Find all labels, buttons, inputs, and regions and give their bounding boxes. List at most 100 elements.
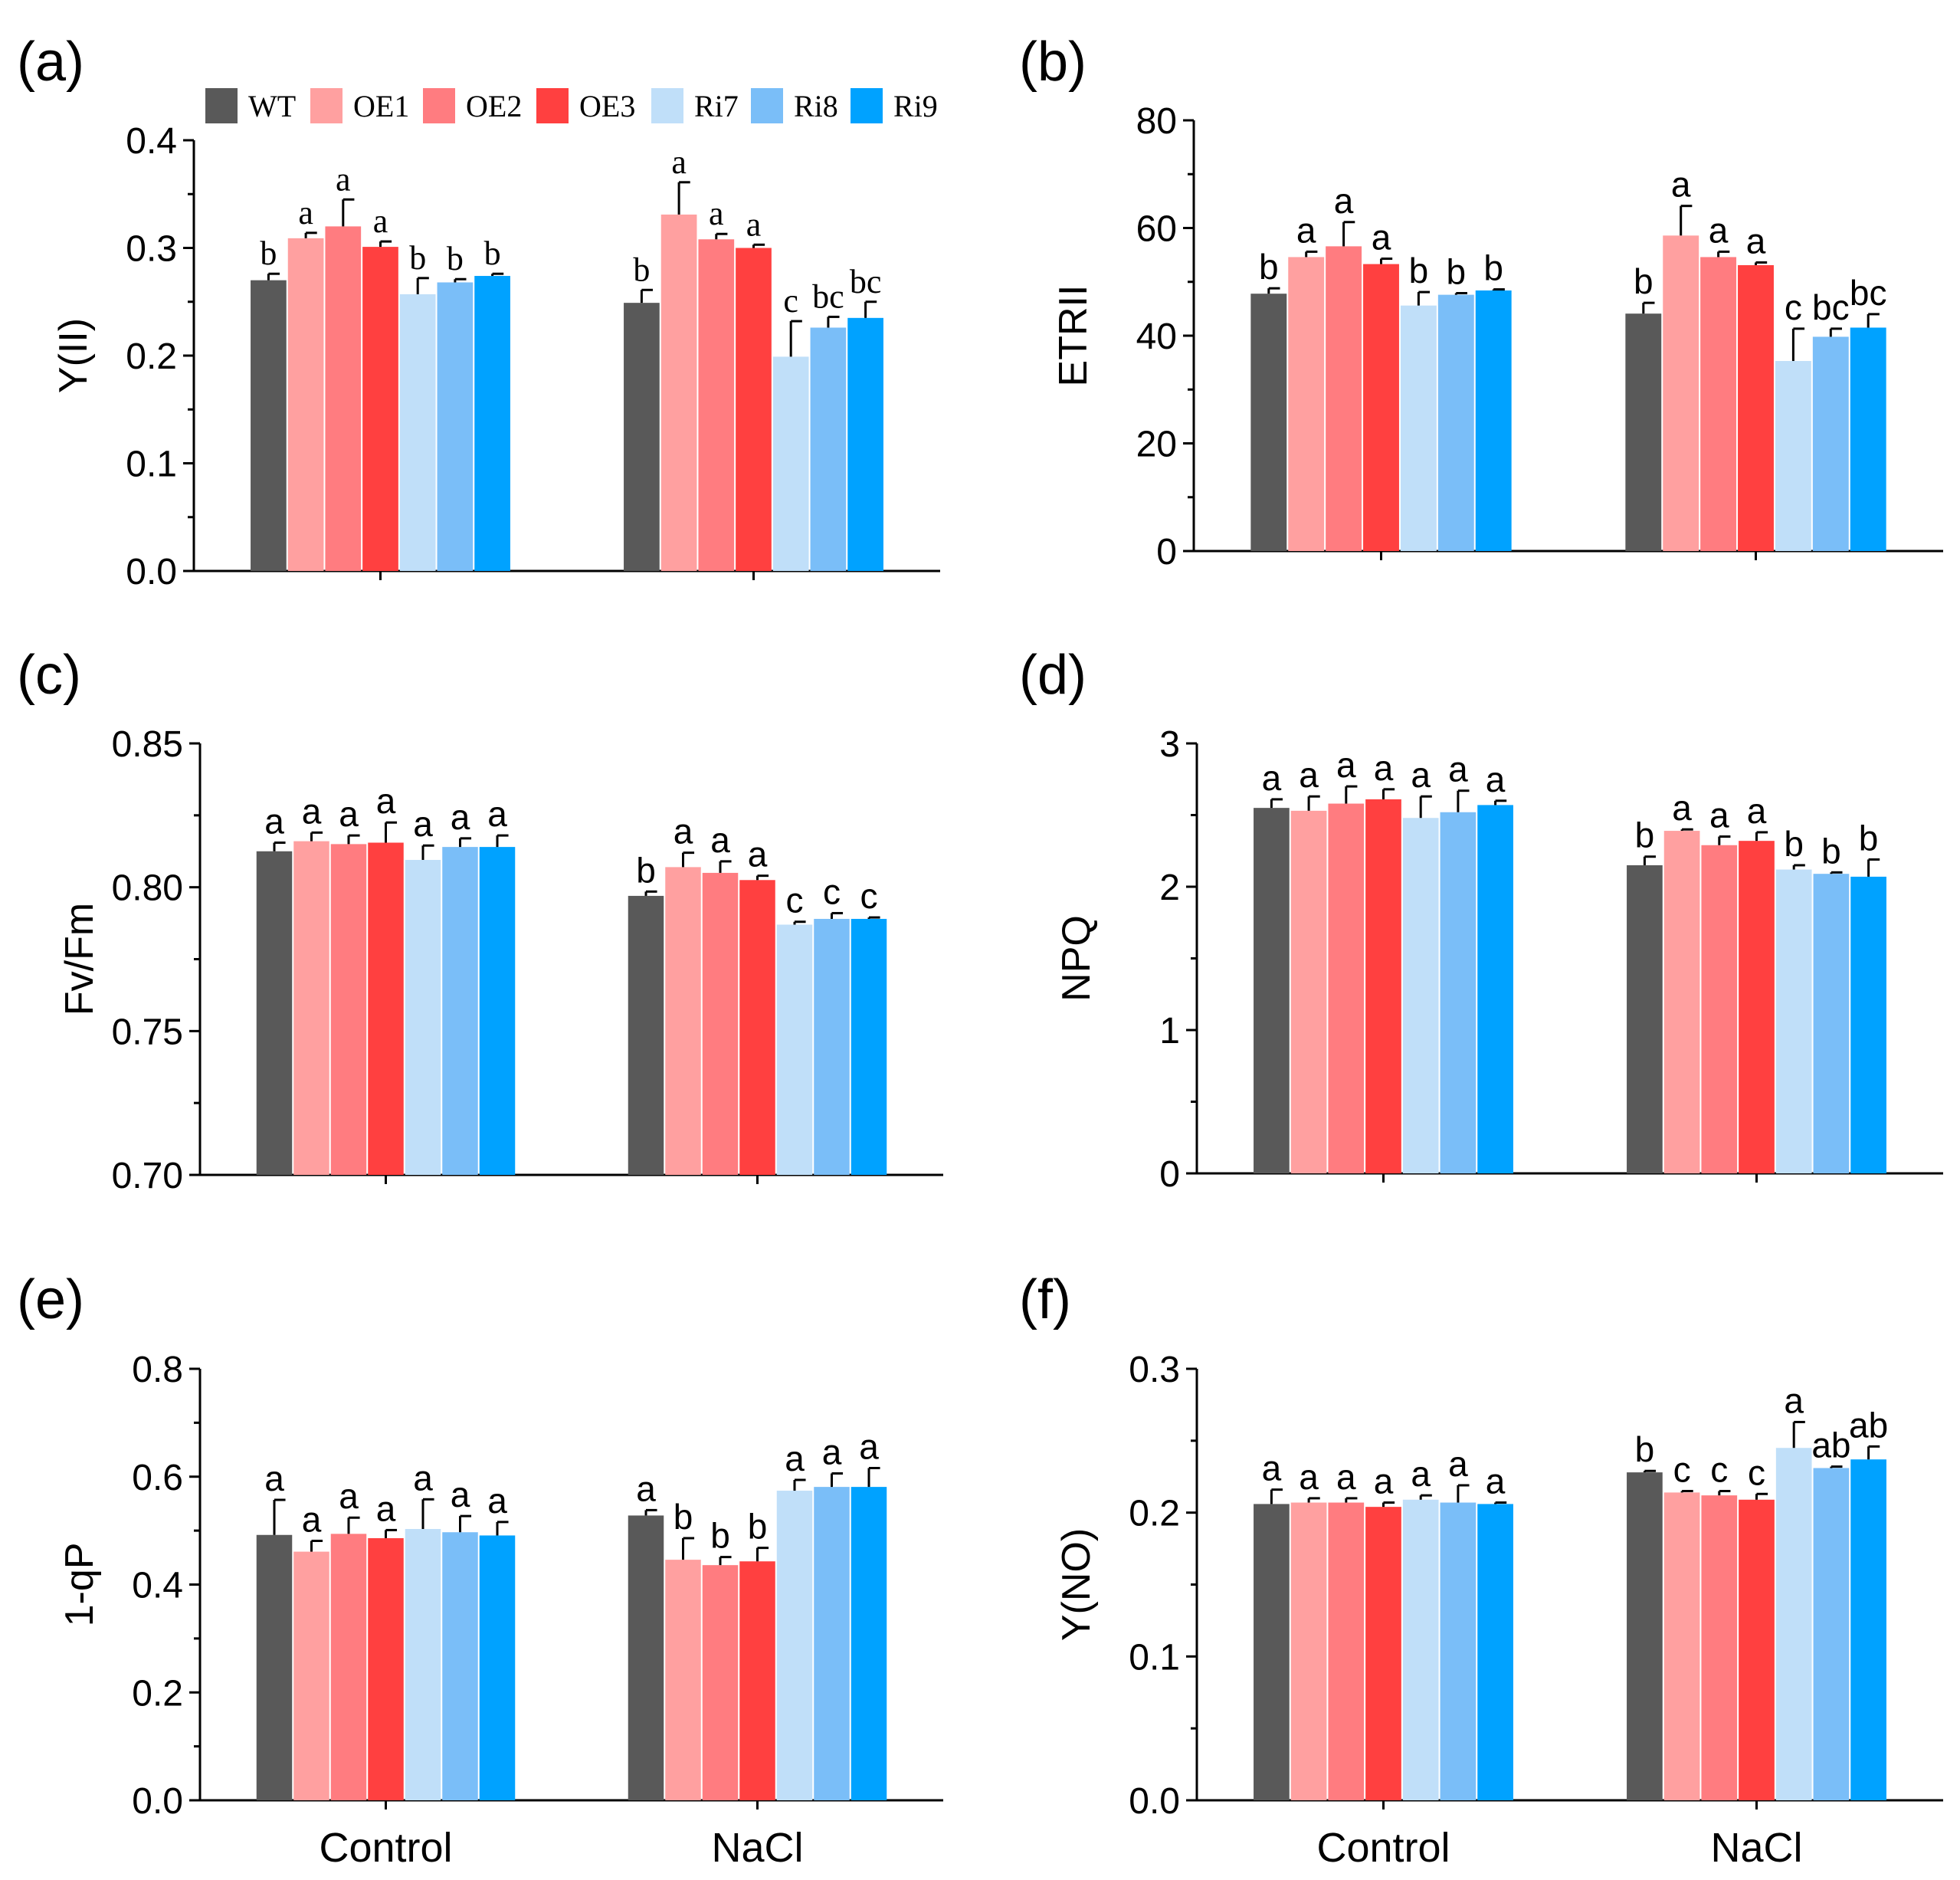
bar-Ri7-Control (1400, 305, 1437, 551)
bar-WT-NaCl (1627, 1472, 1663, 1800)
significance-letter: a (1299, 1457, 1319, 1497)
significance-letter: a (674, 812, 693, 851)
bar-Ri8-NaCl (1813, 1468, 1850, 1800)
y-tick-label: 0.0 (132, 1781, 183, 1822)
significance-letter: a (1336, 1457, 1356, 1497)
significance-letter: b (484, 235, 501, 272)
significance-letter: a (1448, 750, 1468, 789)
significance-letter: a (1448, 1444, 1468, 1484)
bar-OE2-NaCl (1701, 845, 1738, 1173)
bar-OE3-Control (368, 842, 404, 1175)
y-tick-label: 80 (1136, 101, 1177, 142)
significance-letter: a (822, 1432, 842, 1472)
y-tick-label: 0.1 (126, 445, 177, 485)
bar-Ri9-NaCl (1850, 1459, 1886, 1800)
significance-letter: b (1259, 247, 1279, 287)
y-tick-label: 0.0 (1129, 1781, 1180, 1822)
significance-letter: c (823, 871, 841, 911)
legend-label: OE1 (353, 89, 409, 123)
bar-OE1-NaCl (1663, 1492, 1700, 1800)
bar-OE1-NaCl (1663, 235, 1699, 551)
significance-letter: a (373, 202, 388, 240)
bar-Ri8-NaCl (814, 918, 850, 1175)
legend-swatch-OE1 (310, 88, 343, 123)
panel-label: (a) (17, 31, 84, 93)
significance-letter: b (1409, 251, 1429, 290)
bar-WT-Control (251, 280, 287, 571)
bar-Ri9-NaCl (847, 317, 883, 571)
legend-swatch-Ri7 (651, 88, 683, 123)
y-tick-label: 0.80 (112, 868, 183, 909)
x-tick-label: Control (319, 1825, 452, 1871)
y-tick-label: 0.70 (112, 1156, 183, 1196)
significance-letter: a (1747, 791, 1767, 831)
significance-letter: a (413, 1458, 433, 1498)
bar-OE3-NaCl (736, 248, 772, 571)
y-axis-label: ETRII (1051, 285, 1096, 387)
significance-letter: a (746, 205, 762, 243)
significance-letter: a (1334, 181, 1354, 221)
bar-Ri7-NaCl (772, 356, 809, 571)
significance-letter: c (786, 881, 804, 920)
significance-letter: a (1411, 755, 1431, 795)
bar-Ri9-NaCl (851, 918, 887, 1175)
bar-Ri8-NaCl (810, 327, 847, 571)
legend: WT OE1 OE2 OE3 Ri7 Ri8 Ri9 (205, 88, 938, 123)
significance-letter: a (709, 195, 724, 232)
significance-letter: a (636, 1468, 656, 1508)
significance-letter: a (1262, 1449, 1282, 1488)
significance-letter: a (487, 794, 507, 834)
bar-WT-Control (1250, 294, 1287, 551)
y-tick-label: 0 (1156, 532, 1177, 573)
significance-letter: a (302, 1499, 322, 1539)
bar-Ri9-NaCl (1850, 327, 1886, 551)
bar-Ri8-Control (1440, 1502, 1477, 1800)
significance-letter: b (636, 850, 656, 890)
bar-OE2-NaCl (698, 239, 735, 571)
bar-Ri9-Control (1475, 290, 1512, 551)
bar-WT-NaCl (628, 1515, 664, 1800)
significance-letter: a (1486, 760, 1506, 799)
bar-WT-NaCl (628, 895, 664, 1175)
bar-Ri8-NaCl (1812, 336, 1849, 551)
bar-OE3-Control (368, 1537, 404, 1800)
significance-letter: a (302, 791, 322, 831)
significance-letter: b (409, 239, 426, 277)
bar-WT-Control (1254, 808, 1290, 1173)
significance-letter: b (748, 1507, 768, 1547)
bar-OE2-NaCl (1700, 257, 1737, 551)
bar-OE2-Control (1326, 246, 1362, 551)
significance-letter: a (451, 797, 470, 837)
bar-Ri8-NaCl (1813, 874, 1850, 1173)
significance-letter: a (671, 143, 687, 181)
bar-Ri7-NaCl (776, 924, 813, 1175)
bar-OE2-NaCl (702, 1565, 739, 1800)
y-tick-label: 0.1 (1129, 1637, 1180, 1678)
bar-OE3-NaCl (1738, 264, 1774, 551)
significance-letter: a (1299, 755, 1319, 795)
legend-label: WT (248, 89, 296, 123)
bar-OE3-Control (362, 247, 398, 571)
bar-Ri9-Control (479, 847, 516, 1175)
bar-OE3-NaCl (739, 880, 775, 1175)
bar-Ri9-Control (479, 1535, 516, 1800)
bar-Ri9-Control (1477, 805, 1513, 1173)
significance-letter: a (264, 1458, 284, 1498)
significance-letter: a (376, 1488, 396, 1528)
legend-label: Ri7 (694, 89, 739, 123)
significance-letter: b (1821, 831, 1841, 871)
significance-letter: a (298, 194, 313, 231)
y-tick-label: 0.3 (126, 229, 177, 270)
bar-Ri7-Control (405, 1529, 441, 1800)
y-tick-label: 40 (1136, 317, 1177, 357)
y-axis-label: Y(II) (51, 318, 96, 393)
panel-label: (b) (1019, 31, 1087, 93)
significance-letter: a (1709, 796, 1729, 835)
significance-letter: a (1486, 1462, 1506, 1501)
panel-label: (c) (17, 645, 81, 706)
significance-letter: b (1483, 248, 1503, 288)
y-tick-label: 0.8 (132, 1350, 183, 1390)
significance-letter: a (1336, 745, 1356, 785)
